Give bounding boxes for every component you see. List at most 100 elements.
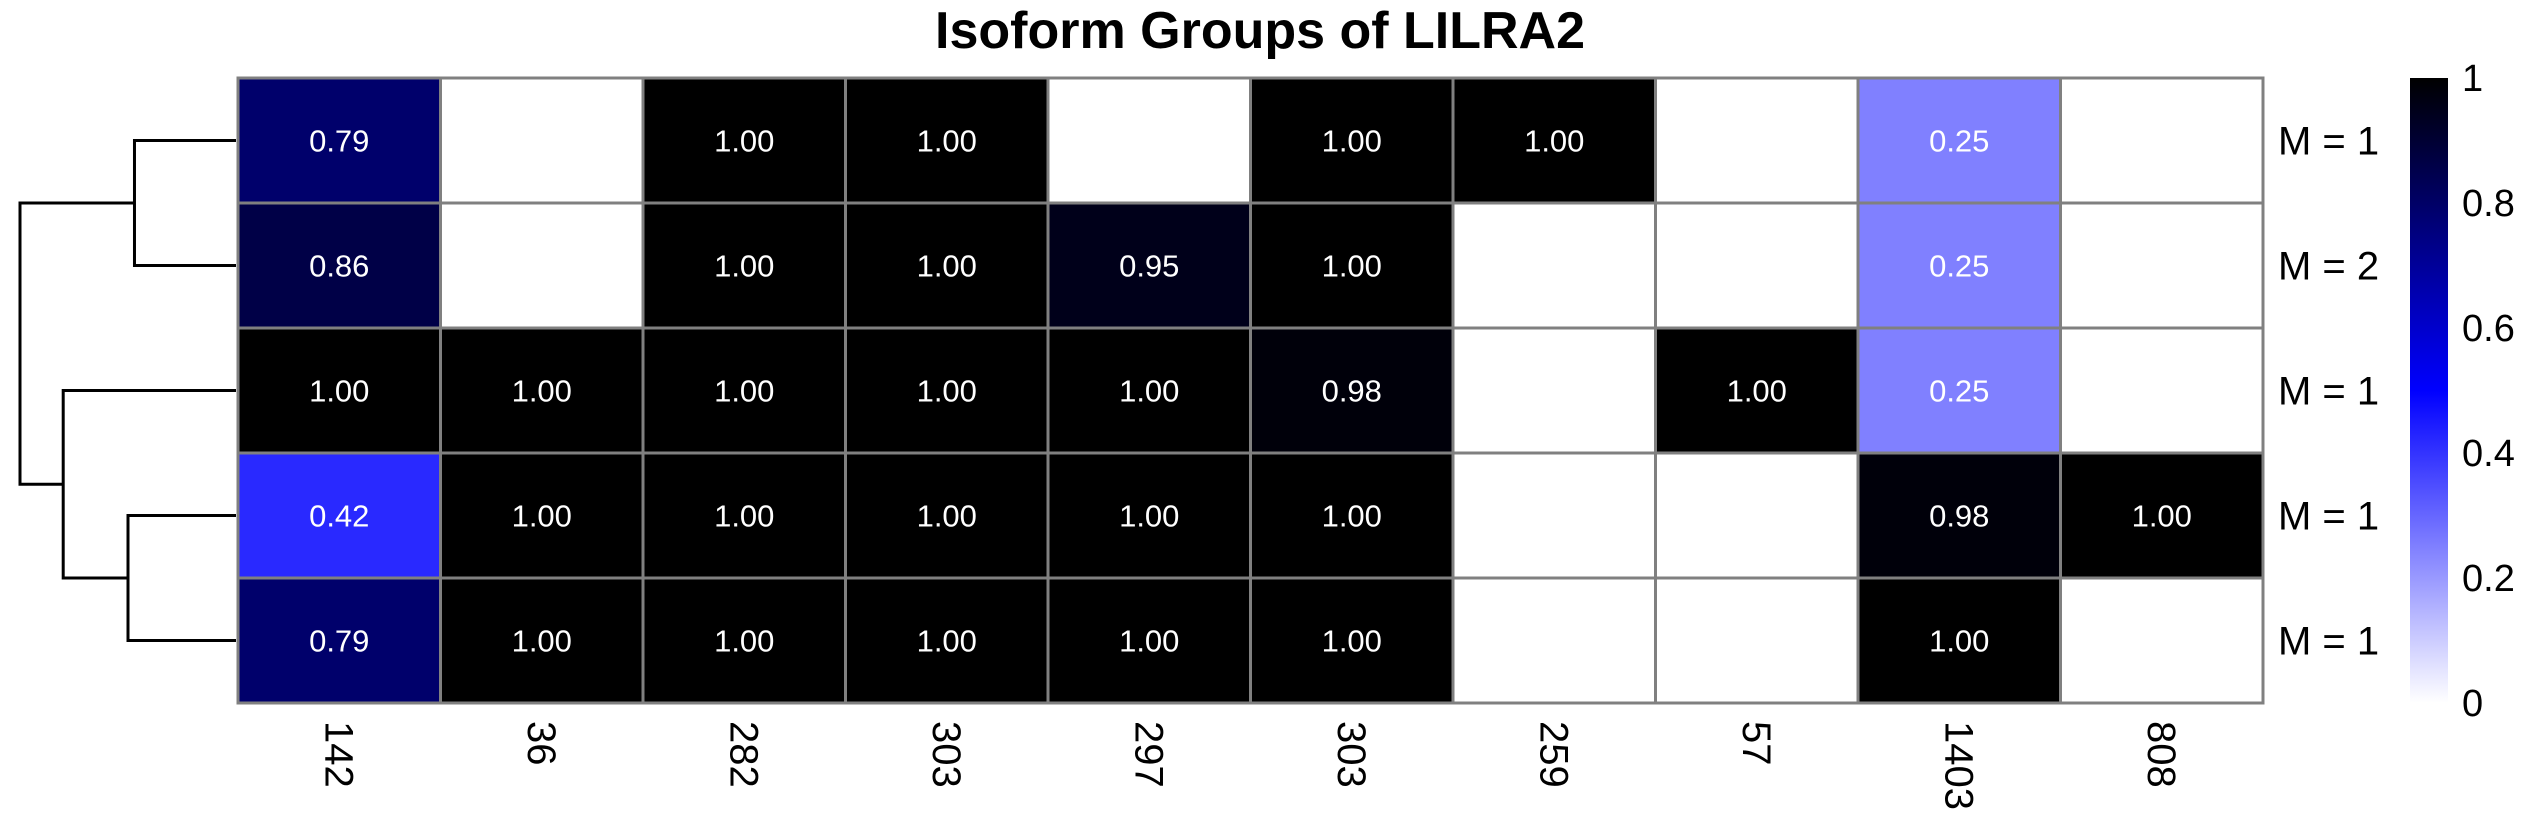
legend-tick-label: 0.8	[2462, 183, 2515, 225]
column-label: 282	[721, 721, 765, 788]
cell-value-label: 1.00	[1322, 249, 1382, 284]
heatmap-cell	[1249, 576, 1455, 705]
legend-tick-label: 1	[2462, 58, 2483, 100]
row-label: M = 1	[2278, 495, 2379, 539]
cell-value-label: 0.25	[1929, 249, 1989, 284]
cell-value-label: 0.95	[1119, 249, 1179, 284]
heatmap-cell	[641, 76, 847, 205]
heatmap-cell	[2059, 201, 2265, 330]
dendrogram-branch	[18, 201, 135, 486]
heatmap-cell	[1451, 201, 1657, 330]
cell-value-label: 1.00	[917, 124, 977, 159]
heatmap-cell	[439, 451, 645, 580]
cell-value-label: 1.00	[917, 249, 977, 284]
row-label: M = 1	[2278, 120, 2379, 164]
heatmap-cell	[1654, 576, 1860, 705]
column-label: 57	[1734, 721, 1778, 766]
heatmap-cell	[1046, 451, 1252, 580]
legend-tick-label: 0.6	[2462, 308, 2515, 350]
heatmap-cell	[1654, 201, 1860, 330]
heatmap-cell	[1451, 451, 1657, 580]
heatmap-cell	[439, 201, 645, 330]
cell-value-label: 1.00	[917, 499, 977, 534]
color-legend: 0 0.2 0.4 0.6 0.8 1	[2410, 58, 2515, 725]
heatmap-cell	[439, 76, 645, 205]
cell-value-label: 1.00	[2132, 499, 2192, 534]
heatmap-cell	[1046, 326, 1252, 455]
cell-value-label: 1.00	[714, 124, 774, 159]
column-labels: 142 36 282 303 297 303 259 57 1403 808	[316, 721, 2183, 810]
cell-value-label: 0.79	[309, 124, 369, 159]
cell-value-label: 0.86	[309, 249, 369, 284]
heatmap-cell	[1451, 326, 1657, 455]
dendrogram-branch	[126, 514, 236, 642]
cell-value-label: 1.00	[1119, 374, 1179, 409]
cell-value-label: 0.79	[309, 624, 369, 659]
heatmap-cell	[1654, 451, 1860, 580]
heatmap-cell	[1856, 76, 2062, 205]
heatmap-cell	[236, 451, 442, 580]
heatmap-cell	[844, 326, 1050, 455]
row-labels: M = 1 M = 2 M = 1 M = 1 M = 1	[2278, 120, 2379, 664]
heatmap-cell	[844, 76, 1050, 205]
heatmap-cell	[1654, 76, 1860, 205]
heatmap-cell	[2059, 576, 2265, 705]
heatmap-cell	[2059, 326, 2265, 455]
heatmap-cell	[641, 201, 847, 330]
heatmap-cell	[439, 326, 645, 455]
heatmap-cell	[1856, 576, 2062, 705]
cell-value-label: 1.00	[1119, 499, 1179, 534]
cell-value-label: 1.00	[1119, 624, 1179, 659]
row-label: M = 2	[2278, 245, 2379, 289]
legend-color-bar	[2410, 78, 2448, 703]
heatmap-cell	[236, 76, 442, 205]
cell-value-label: 1.00	[512, 374, 572, 409]
cell-value-label: 1.00	[512, 624, 572, 659]
cell-value-label: 1.00	[1322, 499, 1382, 534]
row-label: M = 1	[2278, 370, 2379, 414]
cell-value-label: 1.00	[714, 249, 774, 284]
row-label: M = 1	[2278, 620, 2379, 664]
column-label: 808	[2139, 721, 2183, 788]
column-label: 297	[1126, 721, 1170, 788]
column-label: 36	[519, 721, 563, 766]
cell-value-label: 1.00	[1727, 374, 1787, 409]
cell-value-label: 1.00	[917, 374, 977, 409]
heatmap-cell	[1451, 576, 1657, 705]
heatmap-cell	[1046, 201, 1252, 330]
cell-value-label: 1.00	[1322, 624, 1382, 659]
heatmap-cell	[2059, 76, 2265, 205]
cell-value-label: 0.98	[1322, 374, 1382, 409]
cell-value-label: 1.00	[512, 499, 572, 534]
heatmap-cells: 0.79 1.00 1.00 1.00 1.00 0.25 0.86 1.00 1.00 0.95…	[236, 76, 2265, 705]
legend-tick-label: 0.2	[2462, 558, 2515, 600]
heatmap-cell	[236, 576, 442, 705]
cell-value-label: 1.00	[714, 499, 774, 534]
dendrogram-branch	[132, 139, 236, 267]
row-dendrogram	[18, 139, 236, 642]
cell-value-label: 1.00	[309, 374, 369, 409]
heatmap-cell	[1856, 451, 2062, 580]
legend-tick-label: 0	[2462, 683, 2483, 725]
heatmap-cell	[1654, 326, 1860, 455]
legend-tick-label: 0.4	[2462, 433, 2515, 475]
column-label: 303	[924, 721, 968, 788]
cell-value-label: 0.42	[309, 499, 369, 534]
column-label: 259	[1531, 721, 1575, 788]
cell-value-label: 0.25	[1929, 124, 1989, 159]
heatmap-cell	[2059, 451, 2265, 580]
cell-value-label: 1.00	[917, 624, 977, 659]
heatmap-cell	[1856, 326, 2062, 455]
cell-value-label: 0.98	[1929, 499, 1989, 534]
heatmap-cell	[1046, 76, 1252, 205]
heatmap-cell	[641, 576, 847, 705]
cell-value-label: 1.00	[714, 624, 774, 659]
cell-value-label: 1.00	[1524, 124, 1584, 159]
heatmap-cell	[1856, 201, 2062, 330]
cell-value-label: 1.00	[714, 374, 774, 409]
column-label: 303	[1329, 721, 1373, 788]
column-label: 1403	[1936, 721, 1980, 810]
column-label: 142	[316, 721, 360, 788]
chart-title: Isoform Groups of LILRA2	[935, 2, 1585, 60]
